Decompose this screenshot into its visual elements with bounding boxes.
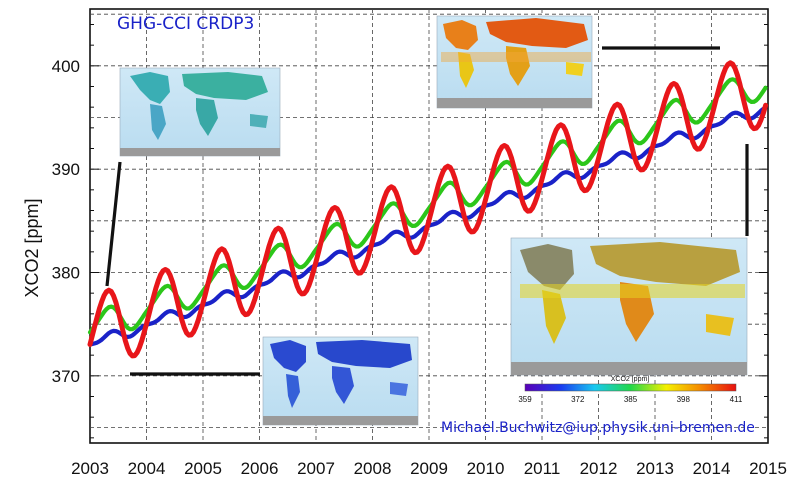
x-tick-label: 2011 — [524, 459, 561, 478]
x-tick-label: 2007 — [297, 459, 335, 478]
map-inset-2006 — [262, 336, 419, 426]
y-axis-label: XCO2 [ppm] — [22, 198, 42, 297]
map-inset-large — [510, 237, 748, 376]
series-layer — [87, 60, 769, 359]
credit-text: Michael.Buchwitz@iup.physik.uni-bremen.d… — [441, 420, 755, 436]
colorbar-tick-label: 359 — [518, 395, 532, 404]
x-tick-label: 2008 — [354, 459, 392, 478]
y-tick-label: 400 — [52, 57, 80, 76]
colorbar-label: XCO2 [ppm] — [611, 376, 650, 383]
colorbar-tick-label: 398 — [677, 395, 691, 404]
connector-2003 — [105, 161, 122, 287]
y-tick-label: 370 — [52, 367, 80, 386]
map-inset-2003 — [119, 67, 281, 157]
x-tick-label: 2004 — [128, 459, 166, 478]
y-tick-label: 390 — [52, 160, 80, 179]
colorbar-tick-label: 372 — [571, 395, 585, 404]
connector-lines — [105, 46, 749, 376]
x-tick-label: 2012 — [580, 459, 618, 478]
series-line-global — [87, 77, 768, 335]
map-inset-2014 — [436, 15, 593, 109]
series-line-northern-hemisphere — [87, 60, 769, 359]
colorbar-gradient — [524, 383, 737, 392]
x-tick-label: 2014 — [693, 459, 731, 478]
colorbar: XCO2 [ppm] 359 372 385 398 411 — [518, 376, 743, 404]
chart-title: GHG-CCI CRDP3 — [117, 14, 254, 34]
y-tick-label: 380 — [52, 264, 80, 283]
colorbar-tick-label: 385 — [624, 395, 638, 404]
x-tick-label: 2003 — [71, 459, 109, 478]
x-tick-label: 2009 — [410, 459, 448, 478]
x-tick-label: 2005 — [184, 459, 222, 478]
colorbar-tick-label: 411 — [730, 395, 743, 404]
x-tick-label: 2013 — [636, 459, 674, 478]
x-tick-label: 2006 — [241, 459, 279, 478]
x-tick-label: 2015 — [749, 459, 787, 478]
x-tick-label: 2010 — [467, 459, 505, 478]
